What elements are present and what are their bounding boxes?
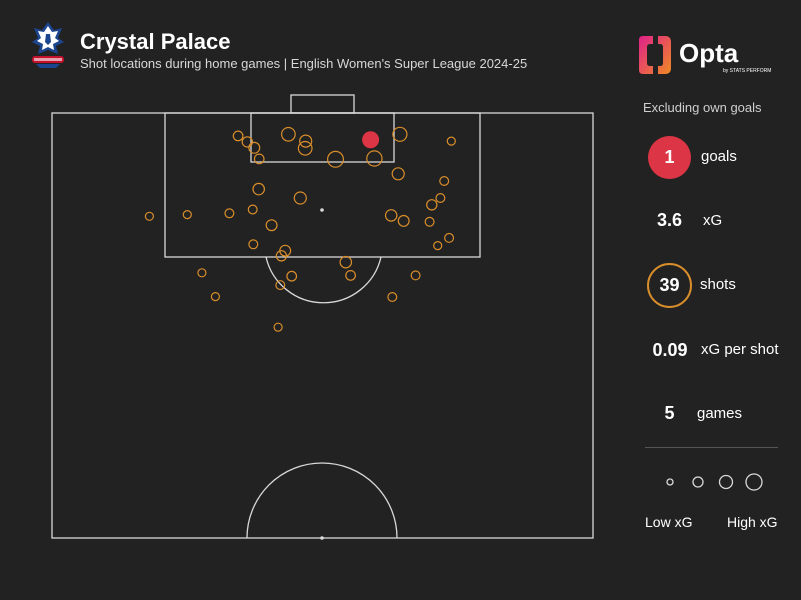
- legend-low-xg: Low xG: [645, 514, 693, 530]
- shot-marker: [273, 322, 283, 332]
- penalty-area: [164, 112, 481, 258]
- goal: [290, 94, 355, 114]
- shot-marker: [265, 219, 278, 232]
- xg-value: 3.6: [656, 210, 683, 230]
- shots-value: 39: [659, 275, 680, 295]
- shot-marker: [366, 150, 383, 167]
- shot-marker: [253, 153, 265, 165]
- shot-marker: [345, 270, 357, 281]
- shot-marker: [248, 239, 259, 250]
- shot-marker: [435, 193, 446, 204]
- shot-marker: [327, 150, 345, 168]
- chart-subtitle: Shot locations during home games | Engli…: [80, 56, 528, 71]
- shot-marker: [210, 292, 220, 302]
- xg-per-shot-value: 0.09: [652, 340, 688, 360]
- excluding-own-goals-note: Excluding own goals: [643, 100, 762, 115]
- shot-marker: [224, 208, 235, 219]
- games-label: games: [697, 405, 743, 422]
- shots-layer: [144, 126, 456, 332]
- legend-high-xg: High xG: [727, 514, 778, 530]
- shot-marker: [391, 167, 405, 181]
- shot-marker: [446, 136, 456, 146]
- legend-circle-xs: [666, 478, 674, 486]
- centre-circle: [246, 462, 398, 539]
- shot-marker: [275, 250, 288, 262]
- goals-label: goals: [701, 148, 737, 165]
- opta-logo: Opta by STATS PERFORM: [639, 34, 771, 76]
- xg-per-shot-label: xG per shot: [701, 341, 779, 358]
- xg-label: xG: [703, 212, 723, 229]
- pitch-lines: [51, 94, 594, 539]
- opta-wordmark: Opta: [679, 38, 739, 68]
- shot-marker: [392, 126, 408, 142]
- penalty-spot: [320, 208, 324, 212]
- half-pitch-outline: [51, 112, 594, 539]
- goals-badge: 1: [648, 136, 691, 179]
- centre-spot: [320, 536, 324, 540]
- penalty-arc: [265, 256, 382, 304]
- goal-marker: [362, 131, 380, 149]
- shot-marker: [299, 134, 313, 148]
- shot-marker: [232, 130, 244, 142]
- opta-byline: by STATS PERFORM: [723, 68, 771, 74]
- shot-marker: [252, 182, 266, 196]
- chart-title: Crystal Palace: [80, 29, 231, 54]
- shot-marker: [286, 270, 298, 282]
- crystal-palace-crest-icon: [32, 22, 64, 68]
- shot-marker: [384, 209, 398, 222]
- shot-marker: [426, 199, 438, 211]
- shot-marker: [397, 214, 410, 227]
- shots-label: shots: [700, 276, 736, 293]
- shot-marker: [144, 211, 154, 221]
- shot-marker: [248, 141, 261, 154]
- shot-marker: [241, 136, 253, 148]
- legend-circle-m: [718, 474, 734, 490]
- shot-marker: [293, 191, 307, 205]
- shot-marker: [433, 241, 443, 251]
- shot-marker: [424, 216, 435, 227]
- goals-value: 1: [664, 147, 675, 167]
- shot-marker: [247, 204, 258, 215]
- shot-marker: [387, 292, 398, 303]
- shots-badge: 39: [647, 263, 692, 308]
- shot-marker: [297, 140, 313, 156]
- shot-marker: [281, 126, 296, 142]
- shot-marker: [439, 176, 450, 187]
- sidebar-divider: [645, 447, 778, 448]
- shot-marker: [339, 255, 353, 269]
- games-value: 5: [664, 403, 675, 423]
- shot-marker: [444, 232, 455, 243]
- legend-circle-s: [692, 476, 704, 488]
- shot-marker: [197, 268, 207, 278]
- legend-circle-l: [745, 473, 763, 491]
- shot-marker: [182, 210, 192, 220]
- shot-marker: [410, 270, 421, 281]
- shot-marker: [275, 280, 286, 291]
- xg-size-legend: [666, 473, 763, 491]
